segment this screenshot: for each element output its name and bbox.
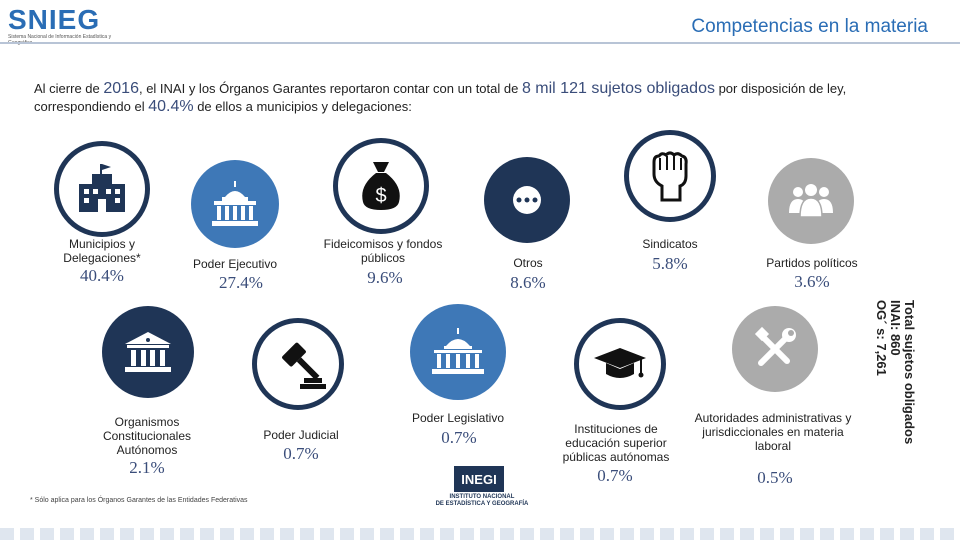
ellipsis-icon <box>513 186 541 214</box>
sindicatos-label: Sindicatos <box>642 237 698 251</box>
fideicomisos-value: 9.6% <box>367 268 403 287</box>
logo-text: SNIEG <box>8 4 101 35</box>
logo-subtitle: Sistema Nacional de Información Estadíst… <box>8 34 112 46</box>
educacion-label: Instituciones de educación superior públ… <box>562 422 670 464</box>
laboral-value: 0.5% <box>757 468 793 487</box>
judicial-value: 0.7% <box>283 444 319 463</box>
intro-total: 8 mil 121 sujetos obligados <box>521 80 715 97</box>
otros-circle <box>484 157 570 243</box>
totals-title: Total sujetos obligados <box>902 300 917 445</box>
raised-fist-icon <box>652 151 688 202</box>
intro-part4: de ellos a municipios y delegaciones: <box>193 99 412 114</box>
laboral-circle <box>732 306 818 392</box>
municipios-circle <box>54 141 150 237</box>
legislativo-value: 0.7% <box>441 428 477 447</box>
intro-part3: por disposición de ley, correspondiendo … <box>34 81 847 114</box>
partidos-circle <box>768 158 854 244</box>
educacion-value: 0.7% <box>597 466 633 485</box>
page-title: Competencias en la materia <box>691 16 928 37</box>
legislativo-label: Poder Legislativo <box>411 411 505 425</box>
totals-block: Total sujetos obligados INAI: 860 OG´ s:… <box>866 300 917 470</box>
svg-text:$: $ <box>375 185 386 207</box>
educacion-circle <box>574 318 666 410</box>
otros-value: 8.6% <box>510 273 546 292</box>
fideicomisos-label: Fideicomisos y fondos públicos <box>323 237 443 265</box>
intro-text: Al cierre de 2016, el INAI y los Órganos… <box>34 80 934 116</box>
partidos-label: Partidos políticos <box>766 256 858 270</box>
money-bag-icon: $ <box>362 162 400 210</box>
graduation-cap-icon <box>594 348 646 378</box>
capitol-icon <box>432 328 484 374</box>
snieg-logo: SNIEG Sistema Nacional de Información Es… <box>8 4 118 47</box>
institution-icon <box>125 332 171 372</box>
sindicatos-circle <box>624 130 716 222</box>
footer-stripe <box>0 528 960 540</box>
autonomos-label: Organismos Constitucionales Autónomos <box>102 415 192 457</box>
inegi-line1: INSTITUTO NACIONAL <box>449 494 515 500</box>
ejecutivo-circle <box>191 160 279 248</box>
intro-year: 2016 <box>103 80 139 97</box>
inegi-mark: INEGI <box>454 466 504 492</box>
footnote: * Sólo aplica para los Órganos Garantes … <box>30 497 248 504</box>
laboral-label: Autoridades administrativas y jurisdicci… <box>694 411 852 453</box>
header-divider <box>0 42 960 44</box>
sindicatos-value: 5.8% <box>652 254 688 273</box>
autonomos-value: 2.1% <box>129 458 165 477</box>
city-hall-icon <box>79 164 125 212</box>
autonomos-circle <box>102 306 194 398</box>
tools-icon <box>754 326 796 366</box>
intro-part2: , el INAI y los Órganos Garantes reporta… <box>138 81 522 96</box>
totals-inai: INAI: 860 <box>888 300 903 356</box>
group-icon <box>789 184 833 218</box>
ejecutivo-label: Poder Ejecutivo <box>192 257 278 271</box>
legislativo-circle <box>410 304 506 400</box>
otros-label: Otros <box>513 256 543 270</box>
judicial-circle <box>252 318 344 410</box>
ejecutivo-value: 27.4% <box>219 273 263 292</box>
gavel-icon <box>282 342 326 389</box>
totals-og: OG´ s: 7,261 <box>874 300 889 376</box>
intro-part1: Al cierre de <box>34 81 104 96</box>
intro-share: 40.4% <box>148 98 194 115</box>
fideicomisos-circle: $ <box>333 138 429 234</box>
municipios-label: Municipios y Delegaciones* <box>63 237 141 265</box>
inegi-logo: INEGI INSTITUTO NACIONAL DE ESTADÍSTICA … <box>418 466 546 508</box>
government-building-icon <box>212 181 258 226</box>
judicial-label: Poder Judicial <box>263 428 339 442</box>
municipios-value: 40.4% <box>80 266 124 285</box>
partidos-value: 3.6% <box>794 272 830 291</box>
inegi-line2: DE ESTADÍSTICA Y GEOGRAFÍA <box>435 501 529 507</box>
